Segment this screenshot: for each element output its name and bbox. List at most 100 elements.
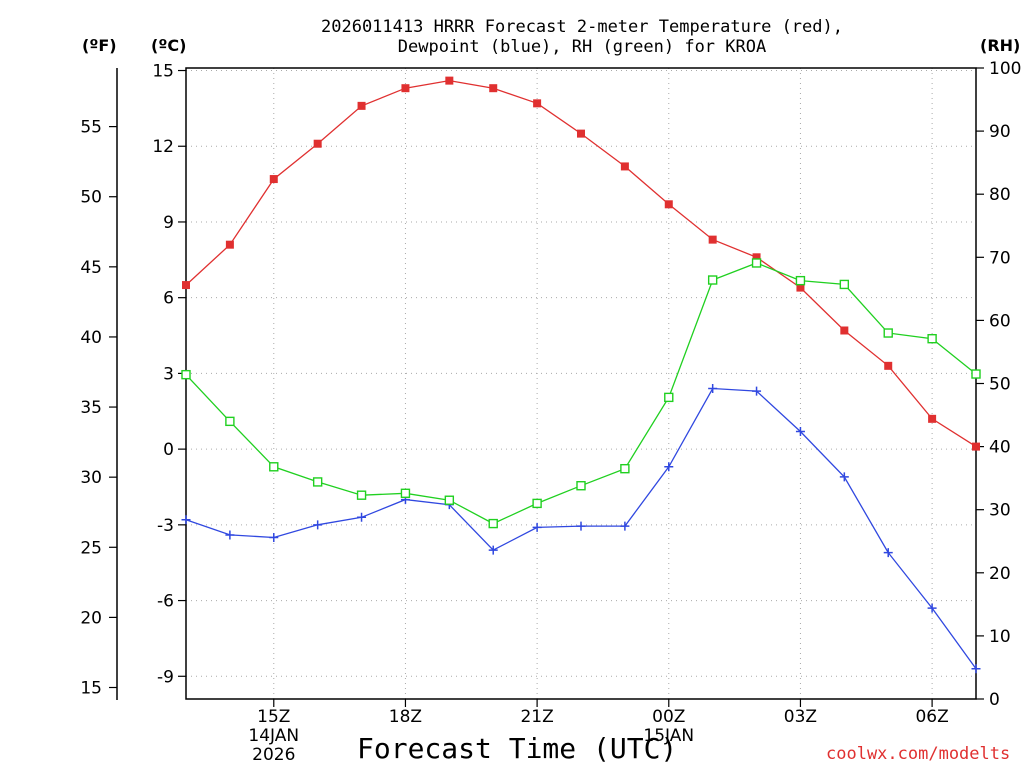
fahrenheit-tick-label: 15	[80, 679, 102, 699]
temperature-point	[533, 99, 542, 108]
celsius-tick-label: 15	[152, 62, 174, 82]
rh-point	[181, 369, 191, 380]
rh-point	[795, 275, 806, 286]
x-tick-label: 18Z	[389, 707, 422, 727]
rh-point	[707, 275, 718, 285]
rh-point	[576, 481, 586, 491]
rh-tick-label: 70	[989, 248, 1011, 268]
dewpoint-point	[708, 384, 718, 394]
rh-tick-label: 60	[989, 311, 1011, 331]
rh-point	[620, 463, 630, 474]
rh-point	[839, 279, 850, 290]
rh-unit-label: (RH)	[980, 36, 1021, 55]
rh-point	[400, 488, 411, 498]
celsius-tick-label: 9	[163, 213, 174, 233]
dewpoint-point	[971, 664, 981, 674]
temperature-point	[840, 326, 849, 335]
dewpoint-point	[839, 472, 849, 482]
x-tick-label: 06Z	[915, 707, 948, 727]
plot-frame	[185, 67, 977, 700]
rh-point	[225, 416, 235, 427]
rh-tick-label: 20	[989, 564, 1011, 584]
rh-point	[532, 498, 542, 509]
rh-tick-label: 50	[989, 375, 1011, 395]
temperature-point	[445, 76, 454, 85]
temperature-point	[225, 240, 234, 249]
temperature-point	[269, 175, 278, 184]
rh-tick-label: 10	[989, 627, 1011, 647]
celsius-tick-label: -6	[157, 592, 174, 612]
x-tick-label: 21Z	[520, 707, 553, 727]
rh-tick-label: 40	[989, 438, 1011, 458]
celsius-unit-label: (ºC)	[151, 36, 187, 55]
dewpoint-point	[664, 462, 674, 472]
celsius-tick-label: -9	[157, 667, 174, 687]
temperature-point	[182, 281, 190, 290]
dewpoint-point	[181, 515, 191, 525]
rh-tick-label: 30	[989, 501, 1011, 521]
celsius-tick-label: -3	[157, 516, 174, 536]
x-tick-date-label: 15JAN	[643, 726, 694, 746]
rh-point	[751, 258, 762, 268]
celsius-tick-label: 6	[163, 289, 174, 309]
dewpoint-point	[752, 386, 762, 396]
x-axis-title: Forecast Time (UTC)	[357, 732, 678, 765]
fahrenheit-tick-label: 40	[80, 328, 102, 348]
temperature-point	[708, 235, 717, 244]
temperature-point	[357, 101, 366, 110]
dewpoint-point	[795, 426, 805, 436]
x-tick-label: 00Z	[652, 707, 685, 727]
rh-tick-label: 0	[989, 690, 1000, 710]
chart-title-line-2: Dewpoint (blue), RH (green) for KROA	[397, 37, 767, 57]
source-credit: coolwx.com/modelts	[826, 744, 1011, 764]
x-tick-label: 03Z	[784, 707, 817, 727]
rh-point	[312, 477, 323, 487]
dewpoint-point	[488, 545, 498, 555]
temperature-point	[313, 139, 322, 148]
temperature-point	[752, 253, 761, 262]
rh-point	[883, 328, 893, 338]
dewpoint-point	[269, 532, 279, 542]
temperature-point	[796, 283, 805, 292]
fahrenheit-tick-label: 55	[80, 118, 102, 138]
temperature-point	[401, 84, 410, 93]
rh-tick-label: 80	[989, 185, 1011, 205]
x-tick-year-label: 2026	[252, 745, 295, 765]
rh-point	[356, 490, 367, 500]
temperature-point	[620, 162, 629, 171]
temperature-point	[884, 361, 893, 370]
dewpoint-point	[883, 548, 893, 558]
rh-tick-label: 90	[989, 122, 1011, 142]
fahrenheit-tick-label: 50	[80, 188, 102, 208]
celsius-tick-label: 3	[163, 364, 174, 384]
fahrenheit-tick-label: 20	[80, 608, 102, 628]
rh-point	[971, 369, 981, 379]
rh-point	[444, 495, 455, 505]
temperature-point	[489, 84, 498, 93]
x-tick-date-label: 14JAN	[248, 726, 299, 746]
temperature-point	[972, 442, 980, 451]
dewpoint-point	[927, 603, 937, 613]
dewpoint-point	[225, 530, 235, 540]
fahrenheit-tick-label: 45	[80, 258, 102, 278]
dewpoint-point	[532, 522, 542, 532]
fahrenheit-tick-label: 30	[80, 468, 102, 488]
rh-point	[488, 518, 498, 529]
rh-point	[664, 392, 674, 403]
dewpoint-point	[313, 520, 323, 530]
rh-tick-label: 100	[989, 59, 1021, 79]
fahrenheit-unit-label: (ºF)	[82, 36, 117, 55]
fahrenheit-tick-label: 25	[80, 538, 102, 558]
dewpoint-point	[576, 521, 586, 531]
fahrenheit-tick-label: 35	[80, 398, 102, 418]
temperature-point	[928, 414, 937, 423]
dewpoint-point	[620, 521, 630, 531]
temperature-point	[664, 200, 673, 209]
dewpoint-point	[357, 512, 367, 522]
rh-point	[269, 462, 279, 472]
x-tick-label: 15Z	[257, 707, 290, 727]
celsius-tick-label: 12	[152, 137, 174, 157]
celsius-tick-label: 0	[163, 440, 174, 460]
chart-title-line-1: 2026011413 HRRR Forecast 2-meter Tempera…	[321, 17, 843, 37]
